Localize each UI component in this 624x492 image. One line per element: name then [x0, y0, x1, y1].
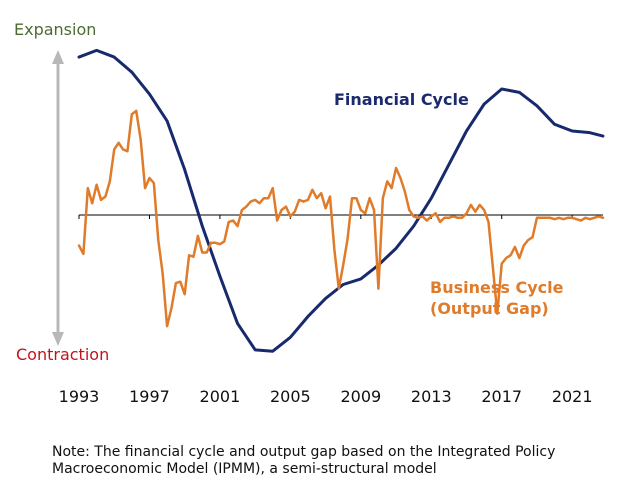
- footnote-line1: Note: The financial cycle and output gap…: [52, 444, 556, 460]
- financial-cycle-line: [77, 48, 605, 353]
- x-axis: [78, 214, 603, 219]
- contraction-label: Contraction: [16, 345, 110, 364]
- footnote: Note: The financial cycle and output gap…: [52, 444, 612, 478]
- x-tick-label: 1993: [59, 387, 100, 406]
- financial-cycle-label: Financial Cycle: [334, 90, 469, 109]
- series-group: [77, 48, 605, 353]
- chart: 1993 1997 2001 2005 2009 2013 2017 2021: [52, 48, 605, 406]
- x-tick-label: 2009: [340, 387, 381, 406]
- x-tick-labels: 1993 1997 2001 2005 2009 2013 2017 2021: [59, 387, 593, 406]
- x-tick-label: 2021: [552, 387, 593, 406]
- arrow-down-head: [52, 332, 64, 346]
- x-tick-label: 2005: [270, 387, 311, 406]
- x-tick-label: 2013: [411, 387, 452, 406]
- x-tick-label: 2001: [200, 387, 241, 406]
- business-cycle-label: Business Cycle (Output Gap): [430, 277, 563, 319]
- business-cycle-label-line1: Business Cycle: [430, 278, 564, 297]
- x-tick-label: 1997: [129, 387, 170, 406]
- business-cycle-label-line2: (Output Gap): [430, 299, 549, 318]
- x-tick-label: 2017: [481, 387, 522, 406]
- footnote-line2: Macroeconomic Model (IPMM), a semi-struc…: [52, 461, 437, 477]
- business-cycle-line: [77, 109, 605, 328]
- arrow-up-head: [52, 50, 64, 64]
- expansion-label: Expansion: [14, 20, 97, 39]
